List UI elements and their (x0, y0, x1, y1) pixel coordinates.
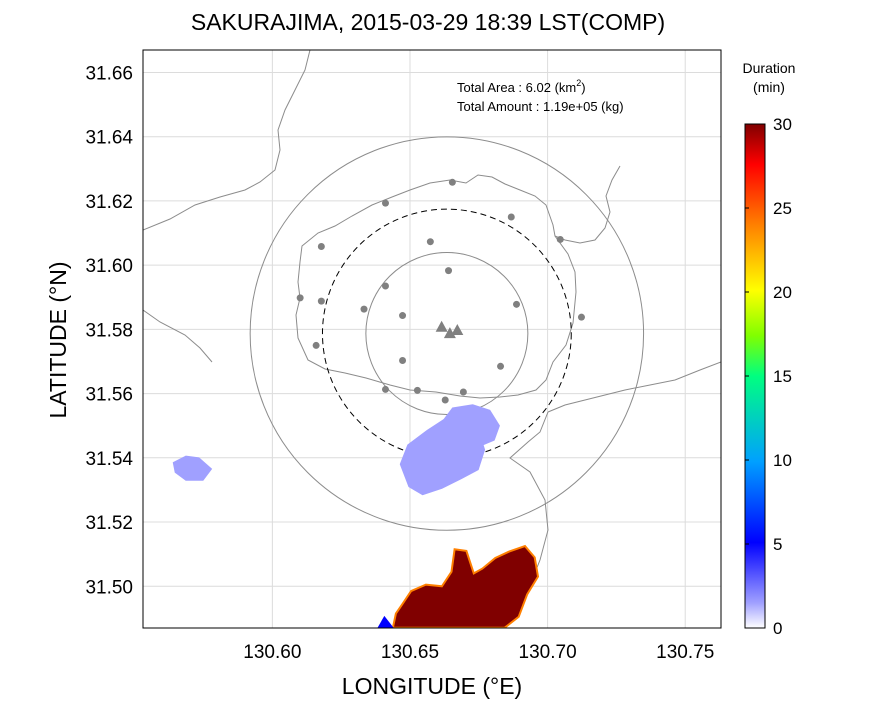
range-circle (365, 252, 529, 416)
y-tick-label: 31.66 (85, 63, 133, 84)
station-point (381, 282, 389, 290)
x-tick-label: 130.60 (243, 642, 301, 663)
x-tick-label: 130.70 (519, 642, 577, 663)
colorbar-tick-label: 15 (773, 367, 792, 386)
station-point (441, 396, 449, 404)
sakurajima-coastline (295, 174, 577, 399)
x-axis-label: LONGITUDE (°E) (342, 673, 522, 699)
station-point (413, 386, 421, 394)
colorbar-tick-label: 30 (773, 115, 792, 134)
y-tick-label: 31.56 (85, 385, 133, 406)
y-tick-label: 31.58 (85, 320, 133, 341)
station-point (399, 357, 407, 365)
crater-marker (443, 327, 456, 339)
observation-stations (296, 178, 585, 404)
crater-markers (435, 320, 464, 339)
y-axis-ticks: 31.50 31.52 31.54 31.56 31.58 31.60 31.62 31.64… (85, 63, 133, 598)
station-point (381, 385, 389, 393)
colorbar-tick-label: 0 (773, 619, 782, 638)
y-tick-label: 31.52 (85, 513, 133, 534)
station-point (556, 235, 564, 243)
y-tick-label: 31.64 (85, 128, 133, 149)
ash-deposit-region (391, 544, 540, 628)
y-tick-label: 31.50 (85, 577, 133, 598)
plot-area (143, 50, 721, 628)
station-point (317, 243, 325, 251)
x-tick-label: 130.75 (656, 642, 714, 663)
east-coastline (547, 361, 721, 413)
station-point (507, 213, 515, 221)
station-point (577, 313, 585, 321)
ash-deposit-region (443, 404, 500, 446)
colorbar-tick-label: 25 (773, 199, 792, 218)
y-tick-label: 31.62 (85, 192, 133, 213)
ash-deposit-layer (172, 404, 540, 628)
station-point (426, 238, 434, 246)
station-point (459, 388, 467, 396)
crater-marker (435, 320, 448, 332)
chart-title: SAKURAJIMA, 2015-03-29 18:39 LST(COMP) (191, 9, 665, 35)
station-point (512, 300, 520, 308)
crater-marker (451, 323, 464, 335)
colorbar-tick-label: 20 (773, 283, 792, 302)
y-axis-label: LATITUDE (°N) (45, 262, 71, 419)
x-tick-label: 130.65 (381, 642, 439, 663)
total-amount-annotation: Total Amount : 1.19e+05 (kg) (457, 99, 624, 114)
station-point (312, 341, 320, 349)
colorbar-tick-label: 5 (773, 535, 782, 554)
total-area-annotation: Total Area : 6.02 (km2) (457, 78, 586, 95)
station-point (497, 362, 505, 370)
colorbar-ticks: 0 5 10 15 20 25 30 (745, 115, 792, 638)
station-point (381, 199, 389, 207)
west-coastline (143, 309, 213, 363)
north-coastline (143, 50, 311, 231)
northeast-coastline (554, 165, 621, 244)
y-tick-label: 31.54 (85, 449, 133, 470)
station-point (445, 267, 453, 275)
plot-frame (142, 49, 722, 629)
ash-deposit-region (172, 455, 213, 481)
station-point (448, 178, 456, 186)
coastline (143, 50, 721, 628)
y-tick-label: 31.60 (85, 256, 133, 277)
x-axis-ticks: 130.60 130.65 130.70 130.75 (243, 642, 714, 663)
colorbar-unit: (min) (753, 79, 785, 95)
ash-deposit-region (399, 417, 486, 496)
station-point (399, 312, 407, 320)
colorbar-tick-label: 10 (773, 451, 792, 470)
range-circle (249, 136, 645, 531)
gridlines (143, 50, 721, 628)
station-point (317, 297, 325, 305)
station-point (360, 305, 368, 313)
station-point (296, 294, 304, 302)
colorbar-title: Duration (743, 60, 796, 76)
